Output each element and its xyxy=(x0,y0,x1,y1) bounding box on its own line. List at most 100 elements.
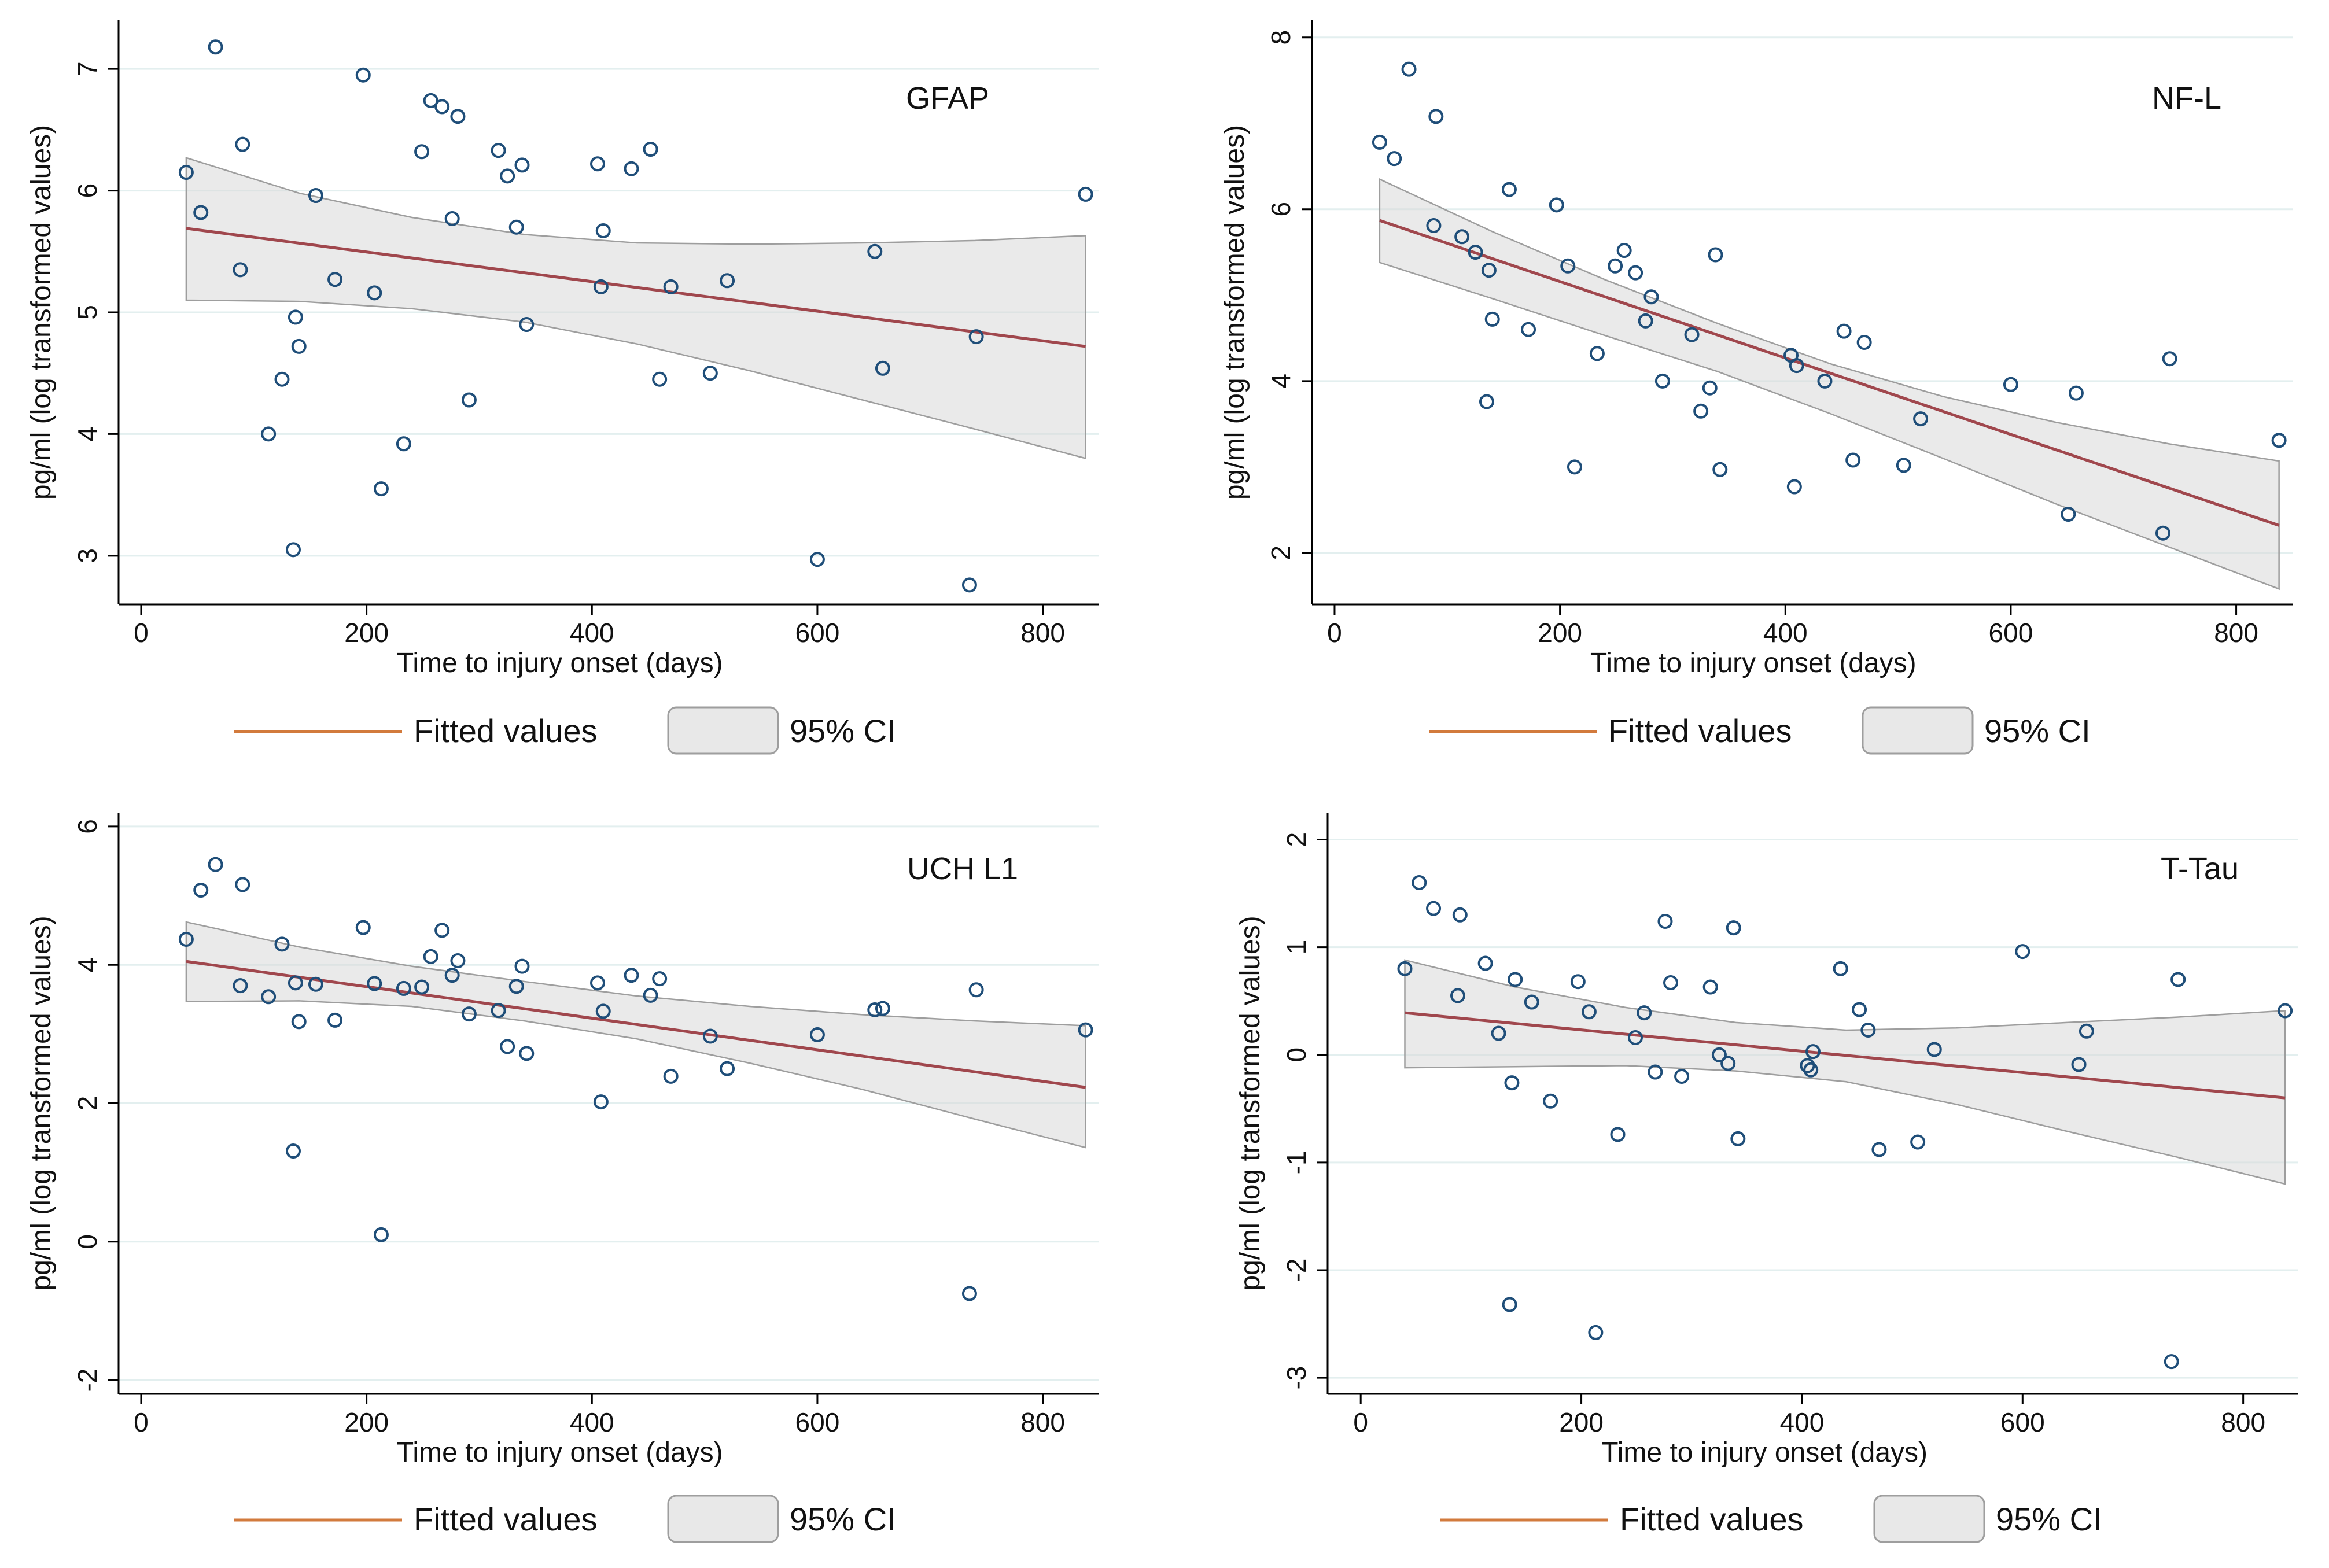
legend: Fitted values 95% CI xyxy=(1429,706,2091,755)
legend-fit-label: Fitted values xyxy=(414,1501,598,1537)
y-tick-label: 2 xyxy=(1266,545,1296,560)
data-point xyxy=(1702,979,1718,995)
legend-ci-swatch xyxy=(1873,1495,1985,1543)
x-tick-label: 600 xyxy=(795,1407,840,1437)
legend-fit-label: Fitted values xyxy=(414,713,598,749)
data-point xyxy=(2068,385,2084,401)
y-tick-label: 4 xyxy=(72,957,102,972)
legend-ci-swatch xyxy=(667,706,779,755)
data-point xyxy=(867,1002,883,1017)
data-point xyxy=(1484,311,1500,327)
data-point xyxy=(1628,265,1643,281)
data-point xyxy=(434,99,450,115)
data-point xyxy=(1856,334,1872,350)
data-point xyxy=(1693,403,1709,419)
data-point xyxy=(1504,1075,1520,1091)
data-point xyxy=(414,144,430,160)
data-point xyxy=(423,949,438,964)
data-point xyxy=(1805,1044,1821,1060)
data-point xyxy=(1452,907,1468,923)
legend-ci-label: 95% CI xyxy=(790,713,896,749)
y-tick-label: -1 xyxy=(1281,1150,1311,1174)
y-axis-title: pg/ml (log transformed values) xyxy=(1219,125,1250,500)
data-point xyxy=(663,279,679,294)
data-point xyxy=(593,279,609,294)
data-point xyxy=(652,971,668,987)
x-axis-title: Time to injury onset (days) xyxy=(397,1437,723,1468)
x-tick-label: 0 xyxy=(1353,1407,1368,1437)
data-point xyxy=(663,1068,679,1084)
data-point xyxy=(500,1039,515,1054)
ci-band xyxy=(185,157,1086,460)
data-point xyxy=(1684,327,1700,342)
x-tick-label: 800 xyxy=(2214,618,2258,648)
y-tick-label: 6 xyxy=(1266,202,1296,217)
x-tick-label: 800 xyxy=(2221,1407,2265,1437)
data-point xyxy=(1588,1325,1604,1340)
data-point xyxy=(2155,525,2170,541)
data-point xyxy=(1412,875,1427,890)
x-tick-label: 400 xyxy=(1763,618,1808,648)
x-tick-label: 400 xyxy=(570,618,614,648)
data-point xyxy=(491,143,506,158)
data-point xyxy=(444,968,460,983)
panel-t-tau: 0 200 400 600 800 -3 -2 -1 0 1 2 Time to injury ons… xyxy=(1205,803,2329,1566)
data-point xyxy=(1860,1022,1876,1038)
y-tick-label: 3 xyxy=(72,548,102,563)
data-point xyxy=(1468,245,1483,260)
x-axis-title: Time to injury onset (days) xyxy=(397,648,723,678)
data-point xyxy=(1803,1062,1819,1078)
data-point xyxy=(1502,1297,1517,1312)
x-tick-label: 0 xyxy=(1327,618,1342,648)
data-point xyxy=(327,272,343,287)
data-point xyxy=(274,371,290,387)
data-point xyxy=(285,542,301,558)
data-point xyxy=(1628,1030,1643,1045)
legend-fit-label: Fitted values xyxy=(1620,1501,1804,1537)
data-point xyxy=(809,552,825,567)
data-point xyxy=(1643,289,1659,305)
data-point xyxy=(1401,61,1417,77)
data-point xyxy=(261,426,277,442)
data-point xyxy=(514,157,530,173)
legend-fit-label: Fitted values xyxy=(1608,713,1792,749)
y-tick-label: -3 xyxy=(1281,1366,1311,1390)
data-point xyxy=(285,1143,301,1159)
x-tick-label: 600 xyxy=(1989,618,2033,648)
data-point xyxy=(595,1003,611,1019)
data-point xyxy=(1648,1064,1663,1080)
data-point xyxy=(1479,394,1494,409)
y-tick-label: -2 xyxy=(72,1368,102,1392)
data-point xyxy=(1589,346,1605,361)
data-point xyxy=(235,877,250,892)
y-axis-title: pg/ml (log transformed values) xyxy=(26,125,57,500)
data-point xyxy=(1926,1042,1942,1057)
data-point xyxy=(875,1001,890,1016)
data-point xyxy=(208,39,223,55)
data-point xyxy=(355,67,371,83)
data-point xyxy=(2162,351,2177,367)
data-point xyxy=(2164,1354,2179,1370)
x-tick-label: 0 xyxy=(134,1407,149,1437)
y-axis-title: pg/ml (log transformed values) xyxy=(1235,916,1266,1290)
data-point xyxy=(1663,975,1679,991)
fitted-line xyxy=(186,960,1086,1089)
data-point xyxy=(702,366,718,381)
data-point xyxy=(1910,1134,1926,1150)
data-point xyxy=(193,205,209,220)
data-point xyxy=(720,1061,735,1076)
chart-title: UCH L1 xyxy=(907,851,1018,886)
data-point xyxy=(720,273,735,289)
panel-uch-l1: 0 200 400 600 800 -2 0 2 4 6 Time to injury onset … xyxy=(10,803,1185,1566)
data-point xyxy=(702,1028,718,1044)
data-point xyxy=(308,976,323,992)
y-tick-label: 0 xyxy=(1281,1047,1311,1062)
data-point xyxy=(1450,988,1466,1003)
legend-ci-swatch xyxy=(1862,706,1974,755)
y-tick-label: 4 xyxy=(72,427,102,442)
data-point xyxy=(327,1012,343,1028)
data-point xyxy=(291,1014,307,1030)
y-tick-label: -2 xyxy=(1281,1259,1311,1282)
data-point xyxy=(500,168,515,184)
